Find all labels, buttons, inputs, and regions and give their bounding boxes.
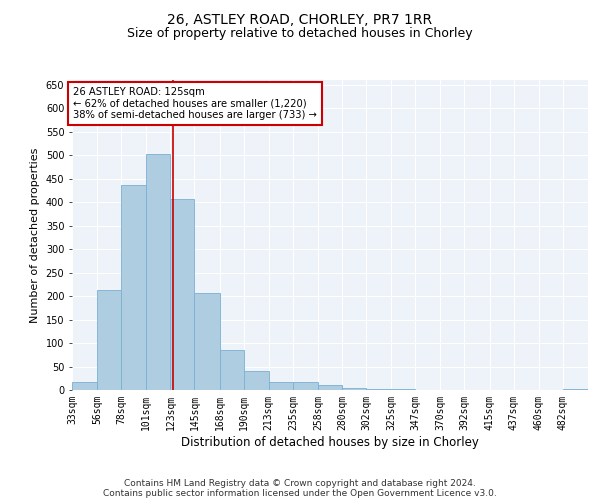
X-axis label: Distribution of detached houses by size in Chorley: Distribution of detached houses by size … <box>181 436 479 448</box>
Text: 26, ASTLEY ROAD, CHORLEY, PR7 1RR: 26, ASTLEY ROAD, CHORLEY, PR7 1RR <box>167 12 433 26</box>
Text: Contains HM Land Registry data © Crown copyright and database right 2024.: Contains HM Land Registry data © Crown c… <box>124 478 476 488</box>
Bar <box>170 199 194 390</box>
Y-axis label: Number of detached properties: Number of detached properties <box>30 148 40 322</box>
Bar <box>146 154 170 390</box>
Bar <box>97 290 121 390</box>
Bar <box>563 389 588 390</box>
Bar <box>220 350 244 390</box>
Text: Size of property relative to detached houses in Chorley: Size of property relative to detached ho… <box>127 28 473 40</box>
Bar <box>194 293 220 390</box>
Bar <box>293 382 318 390</box>
Bar <box>72 382 97 390</box>
Bar <box>366 389 391 390</box>
Text: Contains public sector information licensed under the Open Government Licence v3: Contains public sector information licen… <box>103 488 497 498</box>
Bar <box>244 371 269 390</box>
Bar <box>342 388 366 390</box>
Bar <box>318 386 342 390</box>
Text: 26 ASTLEY ROAD: 125sqm
← 62% of detached houses are smaller (1,220)
38% of semi-: 26 ASTLEY ROAD: 125sqm ← 62% of detached… <box>73 87 317 120</box>
Bar <box>269 382 293 390</box>
Bar <box>121 184 146 390</box>
Bar <box>391 389 415 390</box>
